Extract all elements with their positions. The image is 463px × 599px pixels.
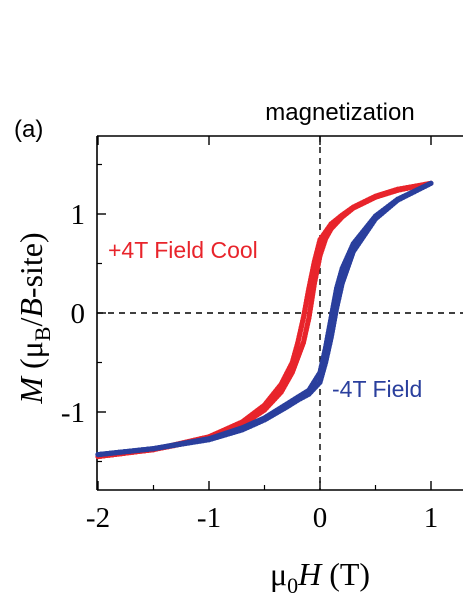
y-axis-label: M (μB/B-site) xyxy=(13,232,55,404)
y-tick-label: 0 xyxy=(71,298,86,330)
y-tick-label: 1 xyxy=(71,199,86,231)
series-label-negative: -4T Field xyxy=(332,376,422,402)
plot-area: -2 -1 0 1 -1 0 1 xyxy=(61,135,463,534)
x-tick-label: 0 xyxy=(313,502,328,534)
x-axis-label: μ0H (T) xyxy=(270,556,370,598)
x-tick-label: 1 xyxy=(424,502,439,534)
x-tick-label: -2 xyxy=(86,502,110,534)
data-point xyxy=(425,182,431,188)
x-tick-label: -1 xyxy=(197,502,221,534)
series-line xyxy=(95,180,434,458)
panel-label: (a) xyxy=(14,116,43,143)
chart-title: magnetization xyxy=(265,99,414,126)
series-label-positive: +4T Field Cool xyxy=(108,237,258,263)
y-tick-label: -1 xyxy=(61,397,85,429)
series-line xyxy=(95,180,434,458)
